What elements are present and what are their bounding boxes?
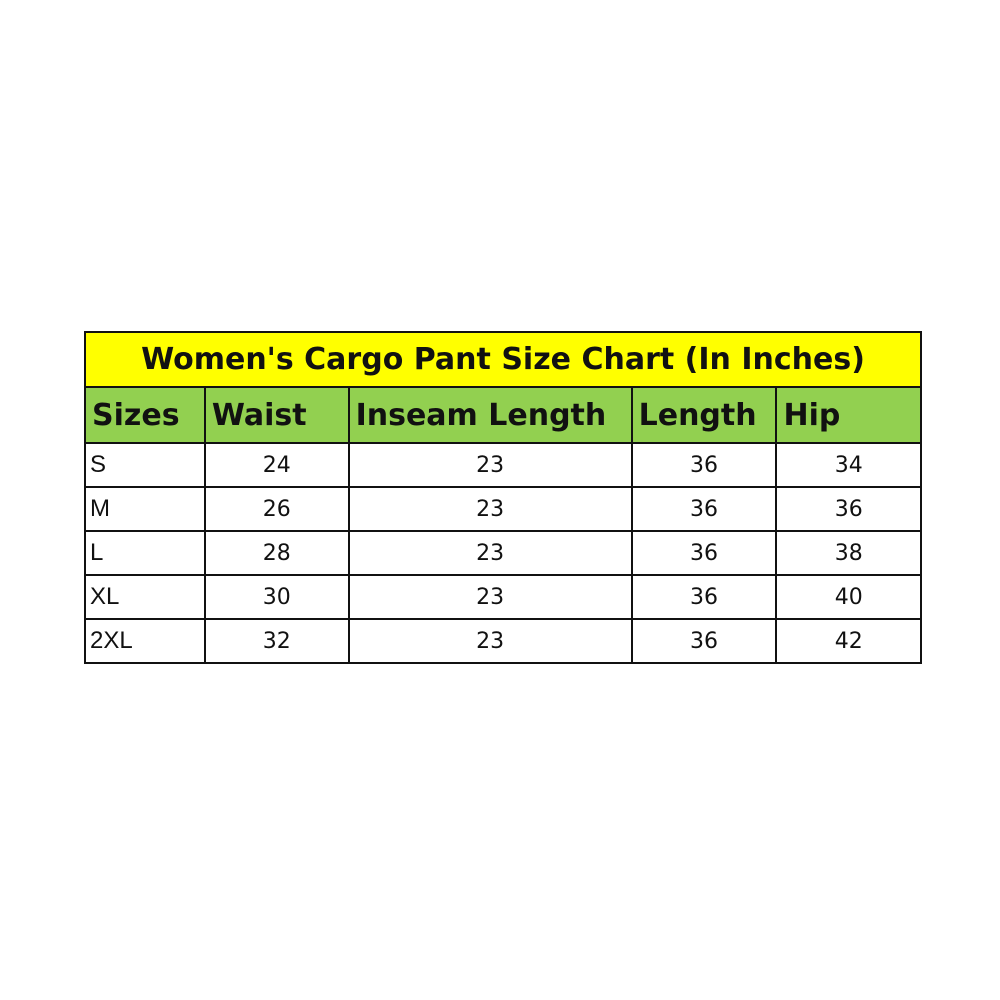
- inseam-cell: 23: [347, 574, 633, 620]
- waist-cell: 30: [203, 574, 350, 620]
- inseam-cell: 23: [347, 618, 633, 664]
- size-cell: M: [84, 486, 206, 532]
- inseam-cell: 23: [347, 442, 633, 488]
- chart-title: Women's Cargo Pant Size Chart (In Inches…: [84, 331, 922, 388]
- table-row: S 24 23 36 34: [84, 442, 922, 488]
- hip-cell: 42: [775, 618, 922, 664]
- size-cell: XL: [84, 574, 206, 620]
- waist-cell: 32: [203, 618, 350, 664]
- header-hip: Hip: [775, 386, 922, 444]
- hip-cell: 40: [775, 574, 922, 620]
- header-inseam-length: Inseam Length: [347, 386, 633, 444]
- header-row: Sizes Waist Inseam Length Length Hip: [84, 386, 922, 444]
- waist-cell: 28: [203, 530, 350, 576]
- hip-cell: 36: [775, 486, 922, 532]
- length-cell: 36: [630, 574, 778, 620]
- size-cell: S: [84, 442, 206, 488]
- waist-cell: 24: [203, 442, 350, 488]
- waist-cell: 26: [203, 486, 350, 532]
- header-waist: Waist: [203, 386, 350, 444]
- title-row: Women's Cargo Pant Size Chart (In Inches…: [84, 331, 922, 388]
- table-row: L 28 23 36 38: [84, 530, 922, 576]
- header-length: Length: [630, 386, 778, 444]
- table-row: XL 30 23 36 40: [84, 574, 922, 620]
- length-cell: 36: [630, 618, 778, 664]
- table-row: M 26 23 36 36: [84, 486, 922, 532]
- header-sizes: Sizes: [84, 386, 206, 444]
- inseam-cell: 23: [347, 486, 633, 532]
- hip-cell: 38: [775, 530, 922, 576]
- size-chart-table: Women's Cargo Pant Size Chart (In Inches…: [84, 331, 922, 664]
- length-cell: 36: [630, 530, 778, 576]
- table-row: 2XL 32 23 36 42: [84, 618, 922, 664]
- size-cell: L: [84, 530, 206, 576]
- length-cell: 36: [630, 442, 778, 488]
- hip-cell: 34: [775, 442, 922, 488]
- length-cell: 36: [630, 486, 778, 532]
- size-cell: 2XL: [84, 618, 206, 664]
- inseam-cell: 23: [347, 530, 633, 576]
